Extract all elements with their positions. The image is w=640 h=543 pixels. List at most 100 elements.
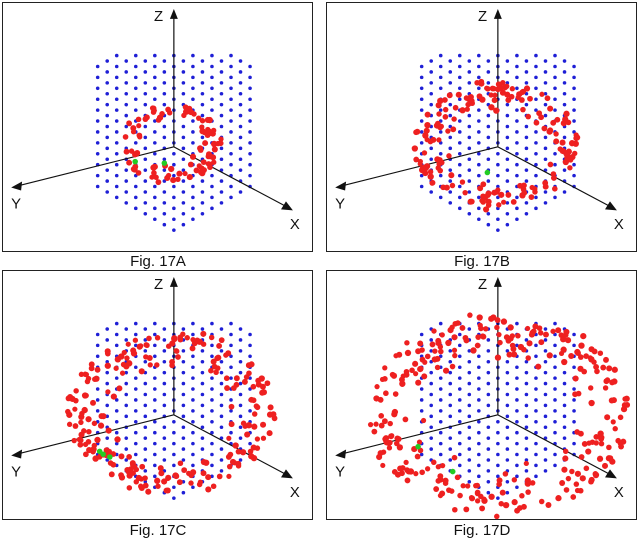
sphere-point [452,320,459,327]
lattice-point [543,135,548,140]
sphere-point [218,337,225,344]
lattice-point [553,452,557,457]
lattice-point [477,64,481,69]
lattice-point [524,146,529,151]
lattice-point [562,59,567,63]
lattice-point [429,392,433,397]
sphere-point [436,111,442,117]
lattice-point [172,485,176,490]
sphere-point [559,139,566,146]
lattice-point [124,392,129,397]
sphere-point [181,467,188,473]
lattice-point [505,157,510,162]
lattice-point [200,190,205,194]
lattice-point [162,222,167,227]
lattice-point [467,381,472,386]
lattice-point [572,64,576,69]
lattice-point [505,212,510,216]
lattice-point [200,212,205,216]
lattice-point [477,409,481,413]
lattice-point [200,179,205,183]
sphere-point [108,471,115,478]
sphere-point [451,116,457,122]
lattice-point [238,113,243,118]
lattice-point [229,343,233,348]
lattice-point [534,86,538,91]
sphere-point [606,365,613,372]
sphere-point [551,185,558,192]
sphere-point [527,95,533,102]
sphere-point [474,498,481,504]
lattice-point [467,359,472,364]
sphere-point [525,325,531,332]
lattice-point [457,343,462,348]
lattice-point [200,201,205,205]
sphere-point [136,132,143,139]
sphere-point [211,363,218,370]
sphere-point [479,197,485,204]
lattice-point [238,59,243,63]
caption-fig-17d: Fig. 17D [453,522,511,539]
lattice-point [114,409,119,413]
sphere-point [578,454,585,460]
lattice-point [219,392,224,397]
y-axis-line [18,414,175,455]
lattice-point [95,343,100,348]
lattice-point [543,190,548,194]
lattice-point [553,354,557,359]
sphere-point [154,477,161,484]
lattice-point [505,436,510,440]
lattice-point [191,376,195,380]
sphere-point [171,335,178,342]
lattice-point [467,447,472,451]
lattice-point [496,173,500,178]
sphere-point [138,343,144,349]
sphere-point [474,482,481,489]
sphere-point [254,404,261,411]
sphere-point [431,328,437,334]
lattice-point [153,141,157,145]
lattice-point [181,124,186,129]
sphere-point [184,335,190,341]
sphere-point [518,97,525,103]
figure-panel-c: Z X Y [2,270,313,520]
lattice-point [153,195,157,200]
lattice-point [477,151,481,156]
lattice-point [219,146,224,151]
lattice-point [105,102,109,107]
sphere-point [198,165,205,171]
sphere-points [122,104,224,186]
lattice-point [553,365,557,370]
lattice-point [124,201,129,205]
lattice-point [181,222,186,227]
lattice-point [562,81,567,85]
lattice-point [95,75,100,80]
sphere-point [155,117,162,123]
lattice-point [477,430,481,435]
axes: Z X Y [11,277,300,501]
lattice-point [143,81,148,85]
sphere-point [529,480,536,486]
sphere-point [517,343,525,351]
lattice-point [419,141,424,145]
lattice-point [105,190,109,194]
lattice-point [191,452,195,457]
sphere-point [609,458,616,465]
lattice-point [229,75,233,80]
lattice-point [191,441,195,446]
lattice-point [515,53,519,58]
lattice-point [191,75,195,80]
lattice-point [162,124,167,129]
sphere-point [196,481,203,488]
lattice-point [429,81,433,85]
lattice-point [486,392,491,397]
lattice-point [210,173,214,178]
sphere-point [617,414,624,421]
lattice-point [114,184,119,189]
lattice-point [124,91,129,96]
lattice-point [238,157,243,162]
lattice-point [143,190,148,194]
sphere-point [497,339,503,346]
lattice-point [162,190,167,194]
lattice-point [143,480,148,484]
